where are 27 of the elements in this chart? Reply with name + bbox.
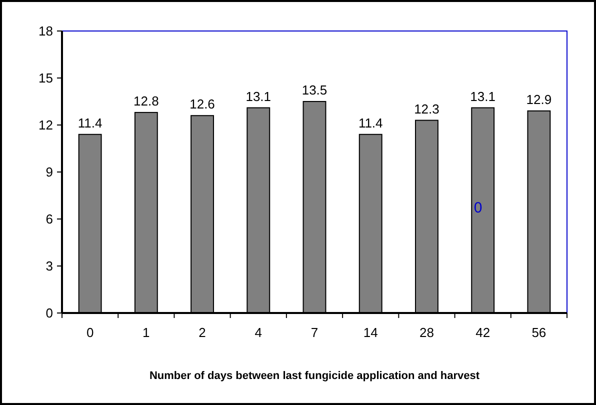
x-tick-label: 1	[142, 325, 150, 340]
x-tick-label: 7	[310, 325, 318, 340]
x-axis-title: Number of days between last fungicide application and harvest	[149, 370, 480, 382]
data-label: 13.1	[470, 88, 496, 104]
data-label: 12.3	[414, 101, 440, 116]
x-tick-label: 0	[86, 325, 94, 340]
data-label: 13.5	[302, 82, 328, 98]
x-tick-label: 28	[419, 325, 434, 340]
x-tick-label: 42	[476, 325, 490, 340]
x-tick-label: 56	[532, 325, 546, 340]
data-label: 12.9	[526, 92, 552, 107]
data-label: 11.4	[358, 115, 383, 130]
x-tick-label: 14	[363, 325, 378, 340]
data-label: 11.4	[78, 115, 102, 130]
y-tick-label: 18	[38, 24, 53, 39]
x-tick-label: 4	[254, 325, 262, 340]
data-label: 13.1	[246, 88, 272, 104]
y-tick-label: 12	[38, 118, 53, 133]
x-tick-label: 2	[198, 325, 206, 340]
y-tick-label: 6	[46, 212, 53, 227]
y-tick-label: 0	[46, 306, 53, 321]
y-tick-label: 9	[46, 164, 53, 180]
y-tick-label: 15	[38, 70, 53, 86]
annotation: 0	[474, 199, 482, 216]
data-label: 12.6	[190, 96, 215, 112]
y-tick-label: 3	[46, 258, 53, 274]
data-label: 12.8	[134, 93, 159, 108]
